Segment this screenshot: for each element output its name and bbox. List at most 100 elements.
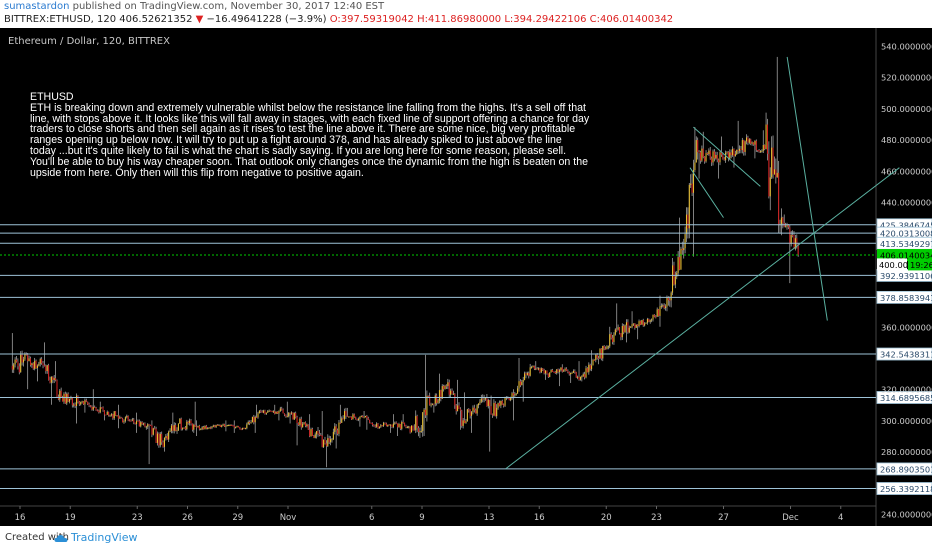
candle-body <box>59 390 61 400</box>
y-tick-label: 280.00000000 <box>881 447 932 457</box>
candle-body <box>374 425 376 427</box>
candle-body <box>761 150 763 152</box>
x-tick-label: 26 <box>182 513 193 523</box>
candle-body <box>218 424 220 426</box>
y-tick-label: 480.00000000 <box>881 135 932 145</box>
candle-body <box>641 320 643 325</box>
candle-body <box>473 407 475 411</box>
candle-body <box>568 372 570 375</box>
candle-body <box>250 422 252 424</box>
candle-body <box>69 398 71 402</box>
candle-body <box>344 411 346 420</box>
candle-body <box>638 321 640 327</box>
candle-body <box>126 416 128 418</box>
candle-body <box>571 372 573 374</box>
candle-body <box>736 149 738 155</box>
candle-body <box>733 148 735 157</box>
candle-body <box>683 248 685 251</box>
candle-body <box>699 152 701 161</box>
x-tick-label: 16 <box>15 513 26 523</box>
candle-body <box>316 431 318 435</box>
x-tick-label: 23 <box>132 513 143 523</box>
candle-body <box>792 235 794 237</box>
candle-body <box>34 360 36 369</box>
candle-body <box>92 406 94 410</box>
candle-body <box>755 140 757 151</box>
candle-body <box>391 424 393 427</box>
candle-body <box>627 322 629 333</box>
candle-body <box>634 323 636 328</box>
author-link[interactable]: sumastardon <box>4 1 70 12</box>
candle-body <box>311 429 313 436</box>
candle-body <box>730 152 732 156</box>
candle-body <box>752 142 755 145</box>
candle-body <box>151 425 153 435</box>
chart-pane[interactable]: 425.38467451420.03130082413.53492975 392.… <box>0 28 932 526</box>
candle-body <box>223 424 226 427</box>
candle-body <box>387 424 389 427</box>
candle-body <box>705 153 707 162</box>
candle-body <box>417 428 420 432</box>
candle-body <box>628 327 630 333</box>
candle-body <box>692 170 695 193</box>
candle-body <box>243 427 245 429</box>
candle-body <box>645 322 647 324</box>
y-tick-label: 500.00000000 <box>881 104 932 114</box>
candle-body <box>747 137 749 143</box>
candle-body <box>130 420 132 422</box>
tradingview-logo[interactable]: TradingView <box>54 531 137 544</box>
candle-body <box>204 425 206 430</box>
candle-body <box>378 426 380 429</box>
candle-body <box>134 422 136 425</box>
candle-body <box>131 419 133 421</box>
candle-body <box>244 428 246 430</box>
candle-body <box>87 401 89 405</box>
candle-body <box>332 431 334 440</box>
candle-body <box>670 292 672 301</box>
candle-body <box>648 319 650 322</box>
candle-body <box>36 365 38 369</box>
candle-body <box>560 367 562 371</box>
candle-body <box>697 140 699 153</box>
candle-body <box>145 426 147 428</box>
candle-body <box>11 365 13 370</box>
candle-body <box>110 414 112 416</box>
candle-body <box>310 429 312 437</box>
candle-body <box>694 162 696 171</box>
candle-body <box>557 369 559 372</box>
price-level-label: 342.54383117 <box>880 350 932 360</box>
candle-body <box>299 419 301 425</box>
candle-body <box>690 183 692 185</box>
candle-body <box>356 419 358 421</box>
price-chart[interactable]: 425.38467451420.03130082413.53492975 392.… <box>0 28 932 526</box>
candle-body <box>98 410 100 413</box>
candle-body <box>538 368 540 370</box>
candle-body <box>415 416 417 431</box>
candle-body <box>662 305 664 307</box>
candle-body <box>588 364 590 373</box>
footer: Created with TradingView <box>0 526 932 550</box>
candle-body <box>595 354 597 361</box>
trend-line <box>505 167 900 470</box>
candle-body <box>430 404 432 406</box>
candle-body <box>377 423 379 429</box>
candle-body <box>672 265 674 293</box>
candle-body <box>201 427 203 430</box>
candle-body <box>222 424 224 426</box>
candle-body <box>412 425 414 430</box>
candle-body <box>618 327 621 334</box>
candle-body <box>236 426 238 428</box>
candle-body <box>349 416 351 418</box>
candle-body <box>464 420 466 423</box>
candle-body <box>398 423 400 428</box>
candle-body <box>230 424 232 426</box>
candle-body <box>765 124 767 149</box>
candle-body <box>129 420 131 422</box>
candle-body <box>364 415 366 418</box>
candle-body <box>593 359 595 361</box>
candle-body <box>787 224 789 228</box>
candle-body <box>413 429 415 431</box>
candle-body <box>275 411 277 414</box>
candle-body <box>546 370 548 374</box>
candle-body <box>484 398 487 400</box>
